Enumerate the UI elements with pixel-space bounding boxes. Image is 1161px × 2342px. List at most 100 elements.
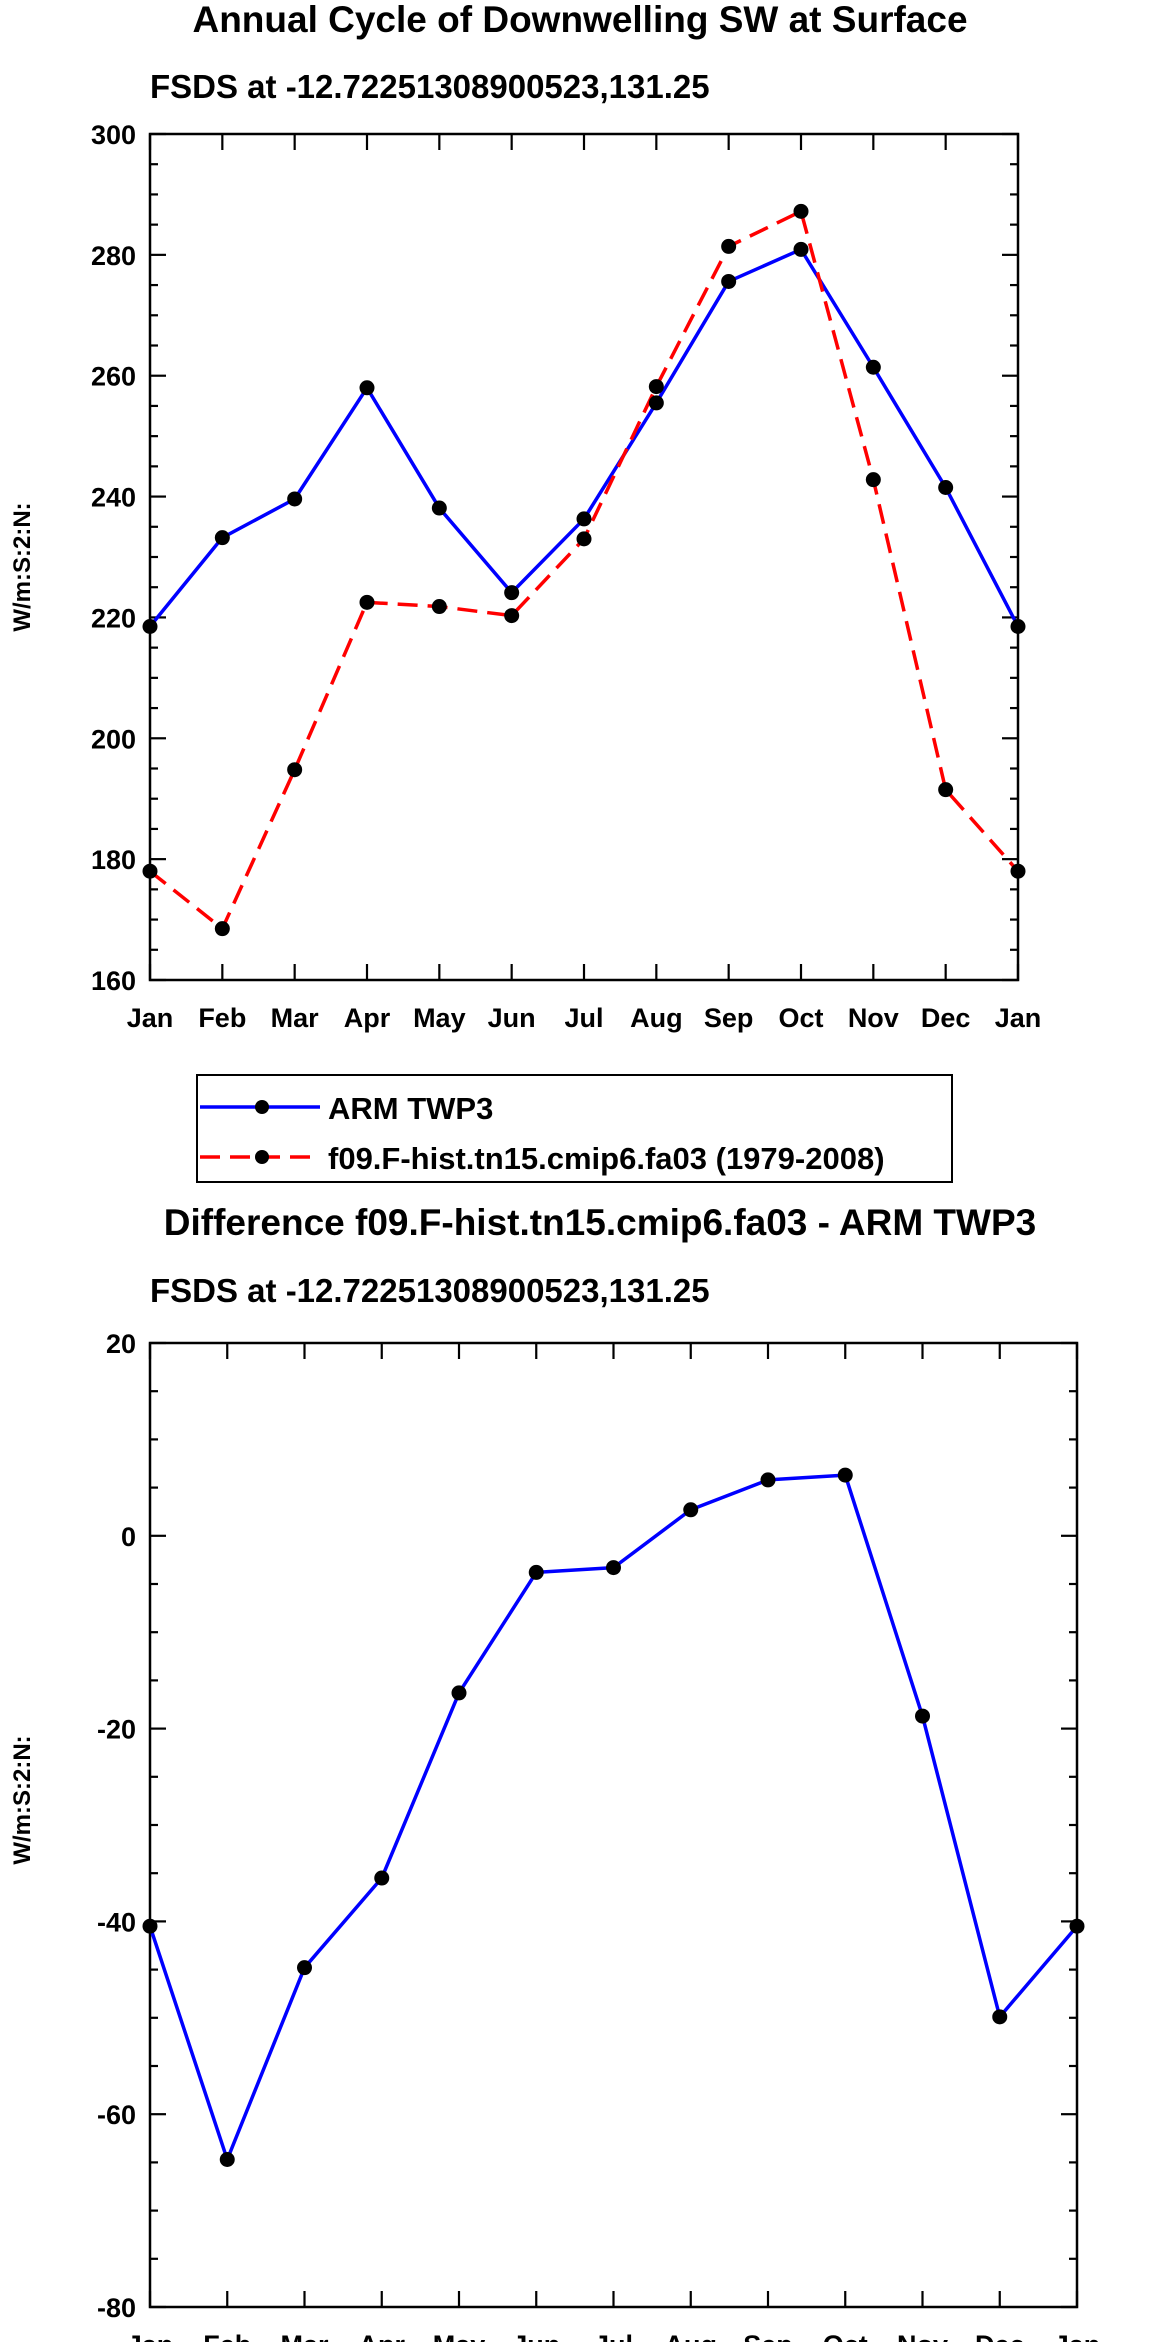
chart2-x-tick-label: Sep [743, 2330, 793, 2342]
chart2-series-line-0 [148, 1473, 1079, 2162]
legend-label-model: f09.F-hist.tn15.cmip6.fa03 (1979-2008) [328, 1141, 885, 1176]
chart1-y-tick-label: 240 [91, 483, 136, 513]
chart1-title: Annual Cycle of Downwelling SW at Surfac… [192, 0, 967, 40]
chart1-data-point [721, 238, 737, 254]
chart1-data-point [1010, 618, 1026, 634]
chart1-plot-frame [148, 132, 1020, 982]
chart1-data-point [359, 594, 375, 610]
chart2-data-point [142, 1918, 158, 1934]
chart1-data-point [865, 472, 881, 488]
chart1-data-point [214, 530, 230, 546]
chart2-data-point [606, 1560, 621, 1576]
chart2-data-point [374, 1870, 390, 1886]
chart1-data-point [359, 380, 375, 396]
chart1-data-point [504, 608, 520, 624]
chart2-x-tick-label: Jan [127, 2330, 174, 2342]
chart1-subtitle: FSDS at -12.72251308900523,131.25 [150, 68, 710, 105]
annual-cycle-chart: Annual Cycle of Downwelling SW at Surfac… [9, 0, 1041, 1183]
chart2-title: Difference f09.F-hist.tn15.cmip6.fa03 - … [164, 1202, 1036, 1243]
chart2-data-point [451, 1685, 467, 1701]
chart2-x-tick-label: Nov [897, 2330, 948, 2342]
legend-marker-arm-twp3 [255, 1100, 269, 1114]
chart1-data-point [431, 599, 447, 615]
chart1-y-axis-label: W/m:S:2:N: [9, 502, 36, 631]
chart1-data-point [504, 585, 520, 601]
legend-marker-model [255, 1150, 269, 1164]
chart2-y-tick-label: 0 [121, 1522, 136, 1552]
chart1-axes: 160 180 200 220 240 260 280 300 Jan Feb Mar Apr May J… [91, 120, 1041, 1033]
chart1-data-point [793, 241, 809, 257]
chart2-y-tick-label: -60 [97, 2100, 136, 2130]
chart2-data-point [992, 2009, 1008, 2025]
chart1-y-tick-label: 300 [91, 120, 136, 150]
chart1-x-tick-label: Jun [488, 1003, 536, 1033]
legend-box [196, 1074, 953, 1183]
chart2-y-tick-label: -20 [97, 1715, 136, 1745]
chart2-y-tick-label: 20 [106, 1329, 136, 1359]
chart1-series-line-1 [148, 209, 1020, 931]
chart2-data-point [297, 1960, 312, 1976]
chart1-x-tick-label: Jul [564, 1003, 603, 1033]
chart1-data-point [648, 379, 664, 395]
chart1-data-point [793, 203, 809, 219]
chart1-data-point [938, 480, 954, 496]
chart2-data-point [683, 1502, 699, 1518]
chart1-legend: ARM TWP3 f09.F-hist.tn15.cmip6.fa03 (197… [196, 1074, 953, 1183]
chart2-data-point [837, 1467, 853, 1483]
chart2-series-layer [142, 1467, 1085, 2168]
chart1-x-tick-label: Mar [271, 1003, 320, 1033]
chart1-data-point [938, 782, 954, 798]
chart1-x-tick-label: Jan [995, 1003, 1042, 1033]
chart1-y-tick-label: 280 [91, 241, 136, 271]
chart1-data-point [142, 618, 158, 634]
chart2-y-tick-label: -80 [97, 2293, 136, 2323]
chart2-data-point [760, 1472, 776, 1488]
chart1-y-tick-label: 180 [91, 845, 136, 875]
chart2-plot-frame [148, 1341, 1079, 2309]
chart2-data-point [1069, 1918, 1085, 1934]
chart1-y-tick-label: 160 [91, 966, 136, 996]
chart1-data-point [865, 359, 881, 375]
chart2-x-tick-label: Mar [280, 2330, 329, 2342]
chart1-data-point [576, 511, 592, 527]
chart1-x-tick-label: Feb [198, 1003, 246, 1033]
chart1-data-point [214, 921, 230, 937]
chart1-data-point [721, 273, 737, 289]
chart2-data-point [528, 1564, 544, 1580]
chart1-data-point [287, 762, 303, 778]
chart2-x-tick-label: Jun [512, 2330, 560, 2342]
chart2-x-tick-label: Feb [203, 2330, 251, 2342]
chart1-x-tick-label: Jan [127, 1003, 174, 1033]
chart1-data-point [648, 395, 664, 411]
difference-chart: Difference f09.F-hist.tn15.cmip6.fa03 - … [9, 1202, 1100, 2342]
chart1-x-tick-label: May [413, 1003, 466, 1033]
chart2-y-tick-label: -40 [97, 1907, 136, 1937]
chart2-subtitle: FSDS at -12.72251308900523,131.25 [150, 1272, 710, 1309]
chart2-x-tick-label: Dec [975, 2330, 1025, 2342]
chart1-x-tick-label: Apr [344, 1003, 391, 1033]
chart1-y-tick-label: 260 [91, 362, 136, 392]
chart1-y-tick-label: 220 [91, 603, 136, 633]
chart2-x-tick-label: Jan [1054, 2330, 1101, 2342]
chart2-x-tick-label: May [433, 2330, 486, 2342]
chart2-x-tick-label: Apr [359, 2330, 406, 2342]
chart1-y-tick-label: 200 [91, 724, 136, 754]
legend-label-arm-twp3: ARM TWP3 [328, 1091, 493, 1126]
chart1-x-tick-label: Sep [704, 1003, 754, 1033]
chart1-x-tick-label: Dec [921, 1003, 971, 1033]
chart1-data-point [576, 531, 592, 547]
chart2-axes: -80 -60 -40 -20 0 20 Jan Feb Mar Apr May Jun Jul Aug S… [97, 1329, 1100, 2342]
chart2-x-tick-label: Oct [823, 2330, 868, 2342]
chart2-data-point [219, 2152, 235, 2168]
chart1-data-point [1010, 863, 1026, 879]
chart2-data-point [915, 1708, 930, 1724]
chart1-series-layer [142, 203, 1026, 937]
chart1-data-point [431, 500, 447, 516]
chart1-data-point [287, 491, 303, 507]
chart1-data-point [142, 863, 158, 879]
chart1-series-line-0 [148, 247, 1020, 628]
chart1-x-tick-label: Nov [848, 1003, 899, 1033]
chart2-x-tick-label: Jul [594, 2330, 633, 2342]
chart2-x-tick-label: Aug [665, 2330, 717, 2342]
